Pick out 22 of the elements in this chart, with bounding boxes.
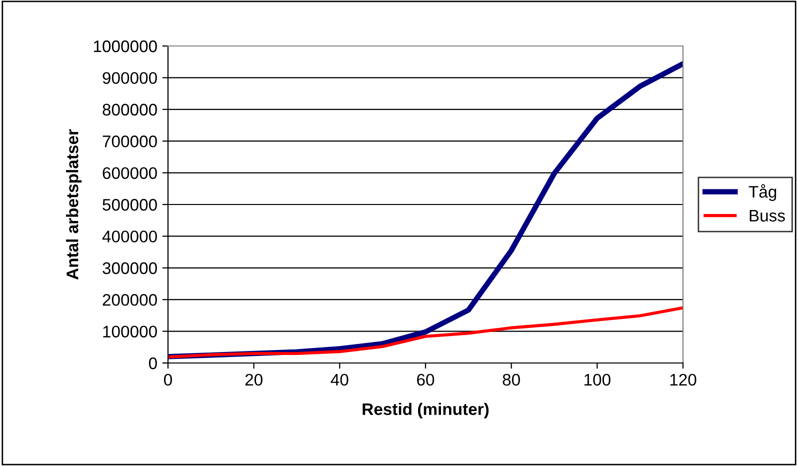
- y-tick-label: 800000: [102, 104, 157, 116]
- legend-label: Buss: [750, 210, 785, 222]
- x-tick-label: 20: [245, 374, 262, 386]
- y-axis-title: Antal arbetsplatser: [66, 129, 82, 280]
- y-tick-label: 0: [148, 357, 157, 370]
- y-tick-label: 1000000: [94, 40, 157, 52]
- y-tick-label: 100000: [103, 326, 157, 338]
- y-tick-label: 200000: [102, 294, 157, 306]
- y-tick-label: 600000: [102, 167, 157, 180]
- legend-label: Tåg: [748, 184, 776, 202]
- y-tick-label: 500000: [102, 198, 157, 211]
- x-tick-label: 40: [330, 374, 348, 386]
- x-axis-title: Restid (minuter): [362, 402, 489, 418]
- x-tick-label: 80: [502, 374, 520, 386]
- y-tick-label: 700000: [102, 136, 157, 148]
- x-tick-label: 60: [417, 374, 434, 386]
- y-tick-label: 400000: [102, 230, 157, 242]
- y-tick-label: 900000: [102, 72, 157, 84]
- y-tick-label: 300000: [102, 262, 157, 274]
- x-tick-label: 0: [164, 374, 172, 386]
- x-tick-label: 100: [584, 374, 610, 386]
- x-tick-label: 120: [670, 374, 696, 386]
